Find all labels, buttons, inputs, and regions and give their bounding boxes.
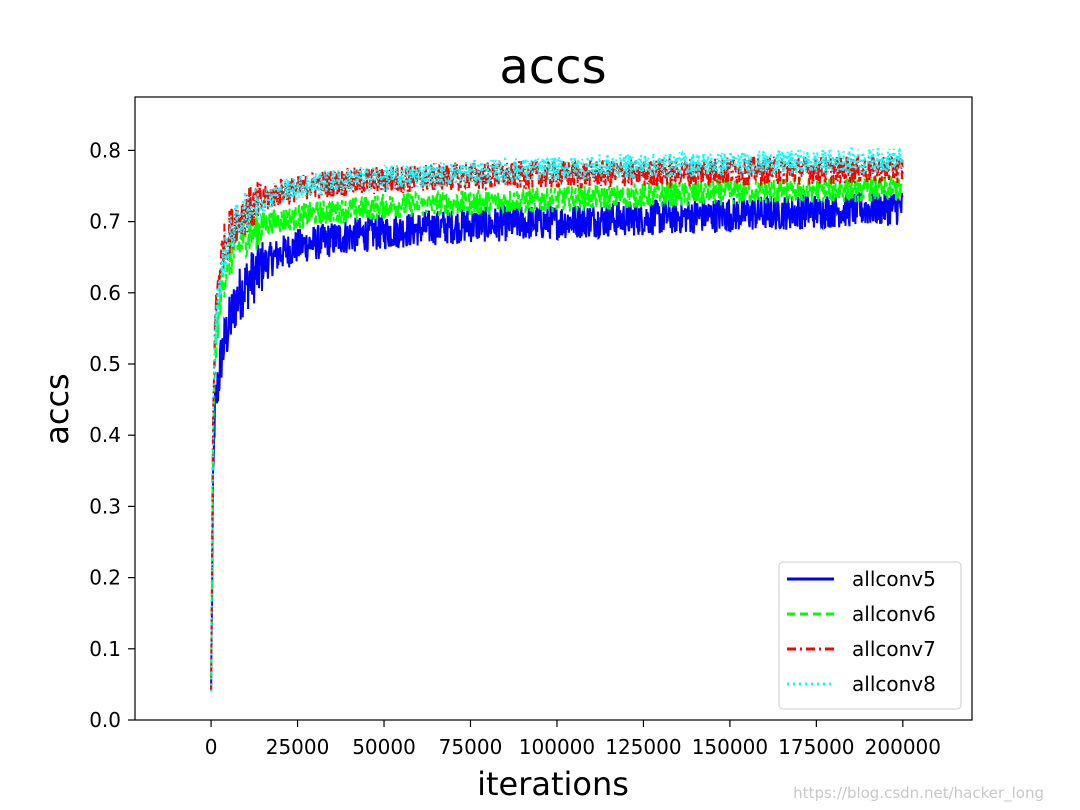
y-tick-label: 0.0: [89, 708, 121, 732]
y-tick-label: 0.1: [89, 637, 121, 661]
x-tick-label: 25000: [266, 735, 330, 759]
legend: allconv5 allconv6 allconv7 allconv8: [778, 561, 962, 710]
y-tick-label: 0.3: [89, 494, 121, 518]
series-line-allconv8: [210, 146, 904, 692]
plot-area: [210, 146, 904, 692]
x-tick-label: 150000: [692, 735, 768, 759]
x-tick-label: 175000: [778, 735, 854, 759]
legend-box: [778, 561, 962, 710]
x-tick-label: 50000: [352, 735, 416, 759]
y-axis-ticks: 0.0 0.1 0.2 0.3 0.4 0.5 0.6 0.7 0.8: [89, 138, 135, 732]
legend-label: allconv8: [852, 672, 936, 696]
y-tick-label: 0.5: [89, 352, 121, 376]
x-tick-label: 100000: [519, 735, 595, 759]
x-axis-label: iterations: [477, 765, 629, 803]
chart-title: accs: [499, 39, 606, 95]
x-axis-ticks: 0 25000 50000 75000 100000 125000 150000 175000…: [205, 720, 941, 759]
x-tick-label: 125000: [605, 735, 681, 759]
legend-label: allconv5: [852, 567, 936, 591]
series-line-allconv7: [210, 154, 904, 692]
legend-label: allconv7: [852, 637, 936, 661]
y-tick-label: 0.6: [89, 281, 121, 305]
y-tick-label: 0.7: [89, 210, 121, 234]
y-axis-label: accs: [38, 373, 76, 444]
y-tick-label: 0.8: [89, 138, 121, 162]
watermark: https://blog.csdn.net/hacker_long: [793, 784, 1044, 802]
legend-label: allconv6: [852, 602, 936, 626]
y-tick-label: 0.4: [89, 423, 121, 447]
x-tick-label: 200000: [865, 735, 941, 759]
x-tick-label: 75000: [439, 735, 503, 759]
series-line-allconv6: [210, 175, 904, 692]
x-tick-label: 0: [205, 735, 218, 759]
plot-frame: [134, 96, 973, 721]
y-tick-label: 0.2: [89, 566, 121, 590]
